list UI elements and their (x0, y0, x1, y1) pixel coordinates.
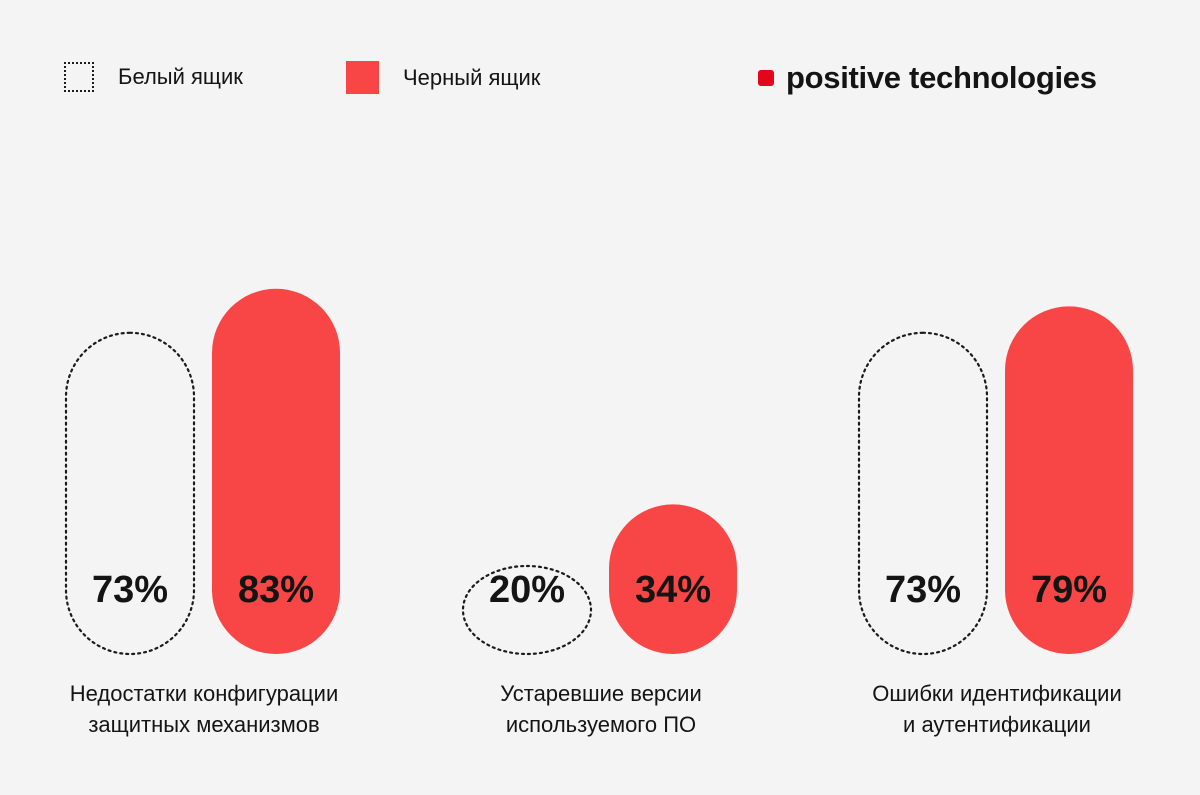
bar-series-0-cat-0 (64, 331, 196, 656)
legend-swatch-red (346, 61, 379, 94)
bar-series-1-cat-0 (212, 288, 340, 654)
legend-item-white-box: Белый ящик (64, 62, 243, 92)
legend-swatch-dotted (64, 62, 94, 92)
data-label-series-1-cat-1: 34% (635, 569, 711, 611)
data-label-series-0-cat-2: 73% (885, 569, 961, 611)
category-label-0-line-1: Недостатки конфигурации (69, 681, 339, 706)
category-label-2: Ошибки идентификации и аутентификации (827, 678, 1167, 740)
data-label-series-0-cat-1: 20% (489, 569, 565, 611)
category-label-1-line-2: используемого ПО (505, 712, 697, 737)
bar-series-0-cat-2 (857, 331, 989, 656)
legend-label-white-box: Белый ящик (118, 64, 243, 89)
category-label-2-line-1: Ошибки идентификации (872, 681, 1122, 706)
data-label-series-0-cat-0: 73% (92, 569, 168, 611)
category-label-1: Устаревшие версии используемого ПО (431, 678, 771, 740)
brand-logo: positive technologies (758, 60, 1097, 96)
category-label-0: Недостатки конфигурации защитных механиз… (34, 678, 374, 740)
category-label-1-line-1: Устаревшие версии (500, 681, 702, 706)
data-label-series-1-cat-2: 79% (1031, 569, 1107, 611)
category-label-2-line-2: и аутентификации (903, 712, 1091, 737)
bar-series-1-cat-1 (609, 504, 737, 654)
legend-label-black-box: Черный ящик (403, 64, 541, 90)
data-label-series-1-cat-0: 83% (238, 569, 314, 611)
bar-series-1-cat-2 (1005, 306, 1133, 654)
bar-series-0-cat-1 (461, 564, 593, 656)
logo-text: positive technologies (786, 60, 1097, 95)
logo-square-icon (758, 70, 774, 86)
legend-item-black-box: Черный ящик (346, 61, 540, 94)
category-label-0-line-2: защитных механизмов (88, 712, 320, 737)
